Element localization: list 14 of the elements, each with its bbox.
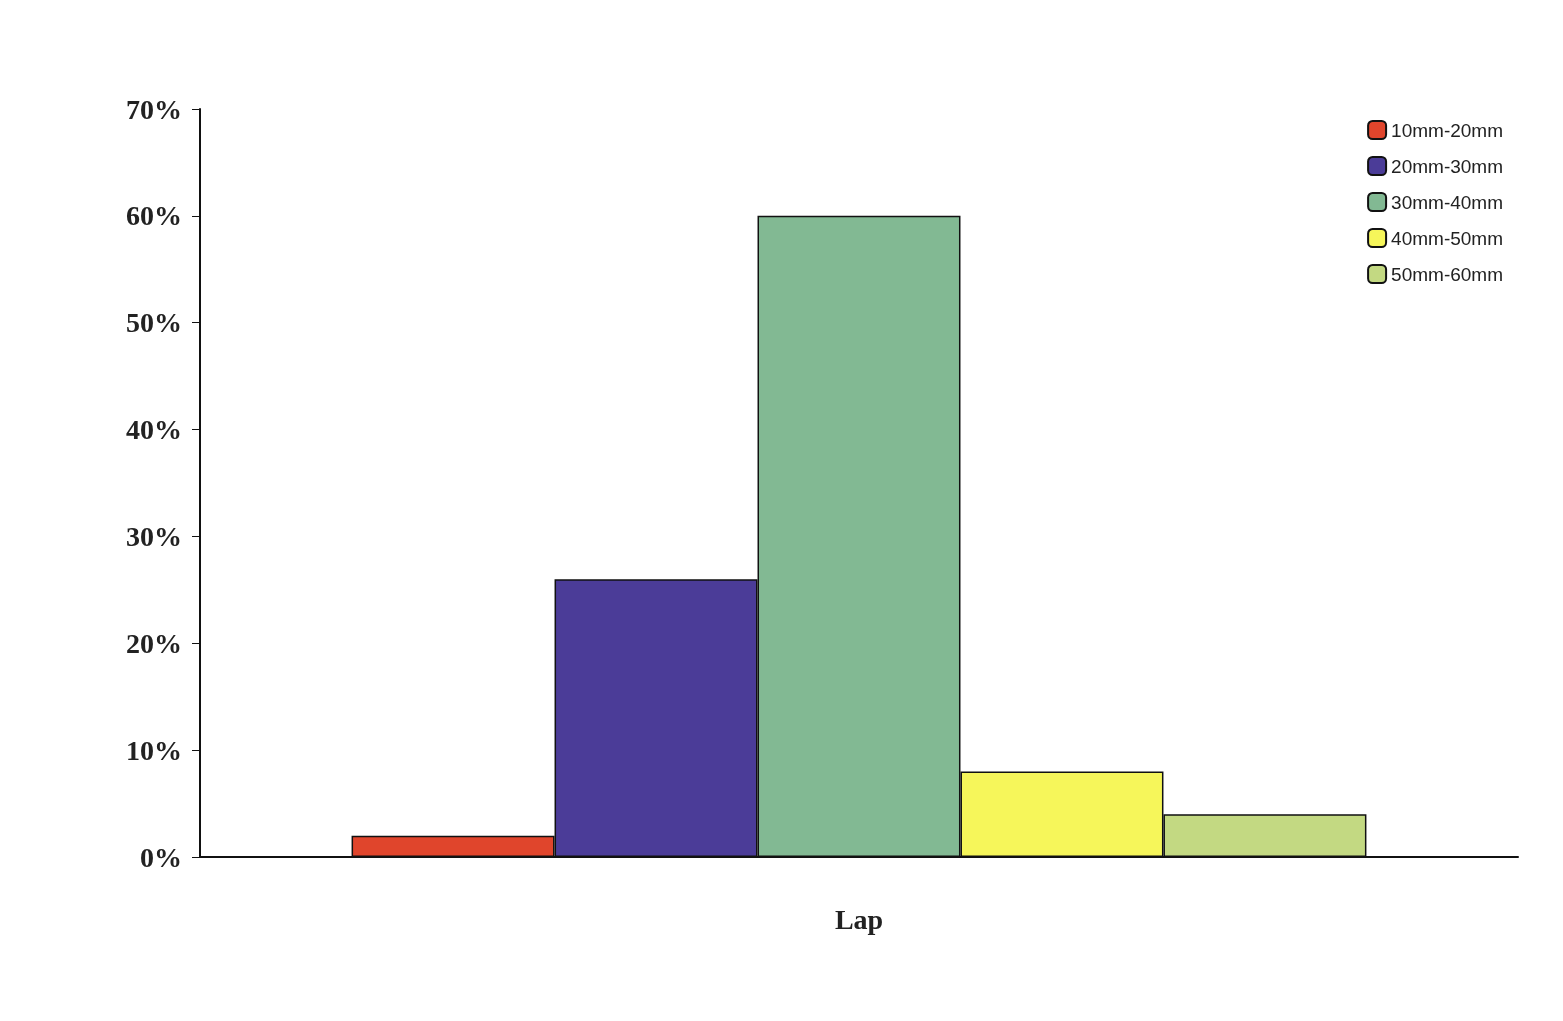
legend-label: 20mm-30mm xyxy=(1391,155,1503,177)
x-tick-label: Lap xyxy=(834,903,884,935)
y-tick-label: 70% xyxy=(126,93,182,125)
y-tick-label: 30% xyxy=(126,520,182,552)
legend-label: 50mm-60mm xyxy=(1391,263,1503,285)
y-tick-label: 60% xyxy=(126,200,182,232)
y-tick-label: 10% xyxy=(126,734,182,766)
y-tick-label: 40% xyxy=(126,414,182,446)
legend-label: 30mm-40mm xyxy=(1391,191,1503,213)
y-tick-label: 20% xyxy=(126,627,182,659)
legend-label: 10mm-20mm xyxy=(1391,119,1503,141)
y-tick-label: 0% xyxy=(140,841,182,873)
legend-label: 40mm-50mm xyxy=(1391,227,1503,249)
y-tick-label: 50% xyxy=(126,307,182,339)
